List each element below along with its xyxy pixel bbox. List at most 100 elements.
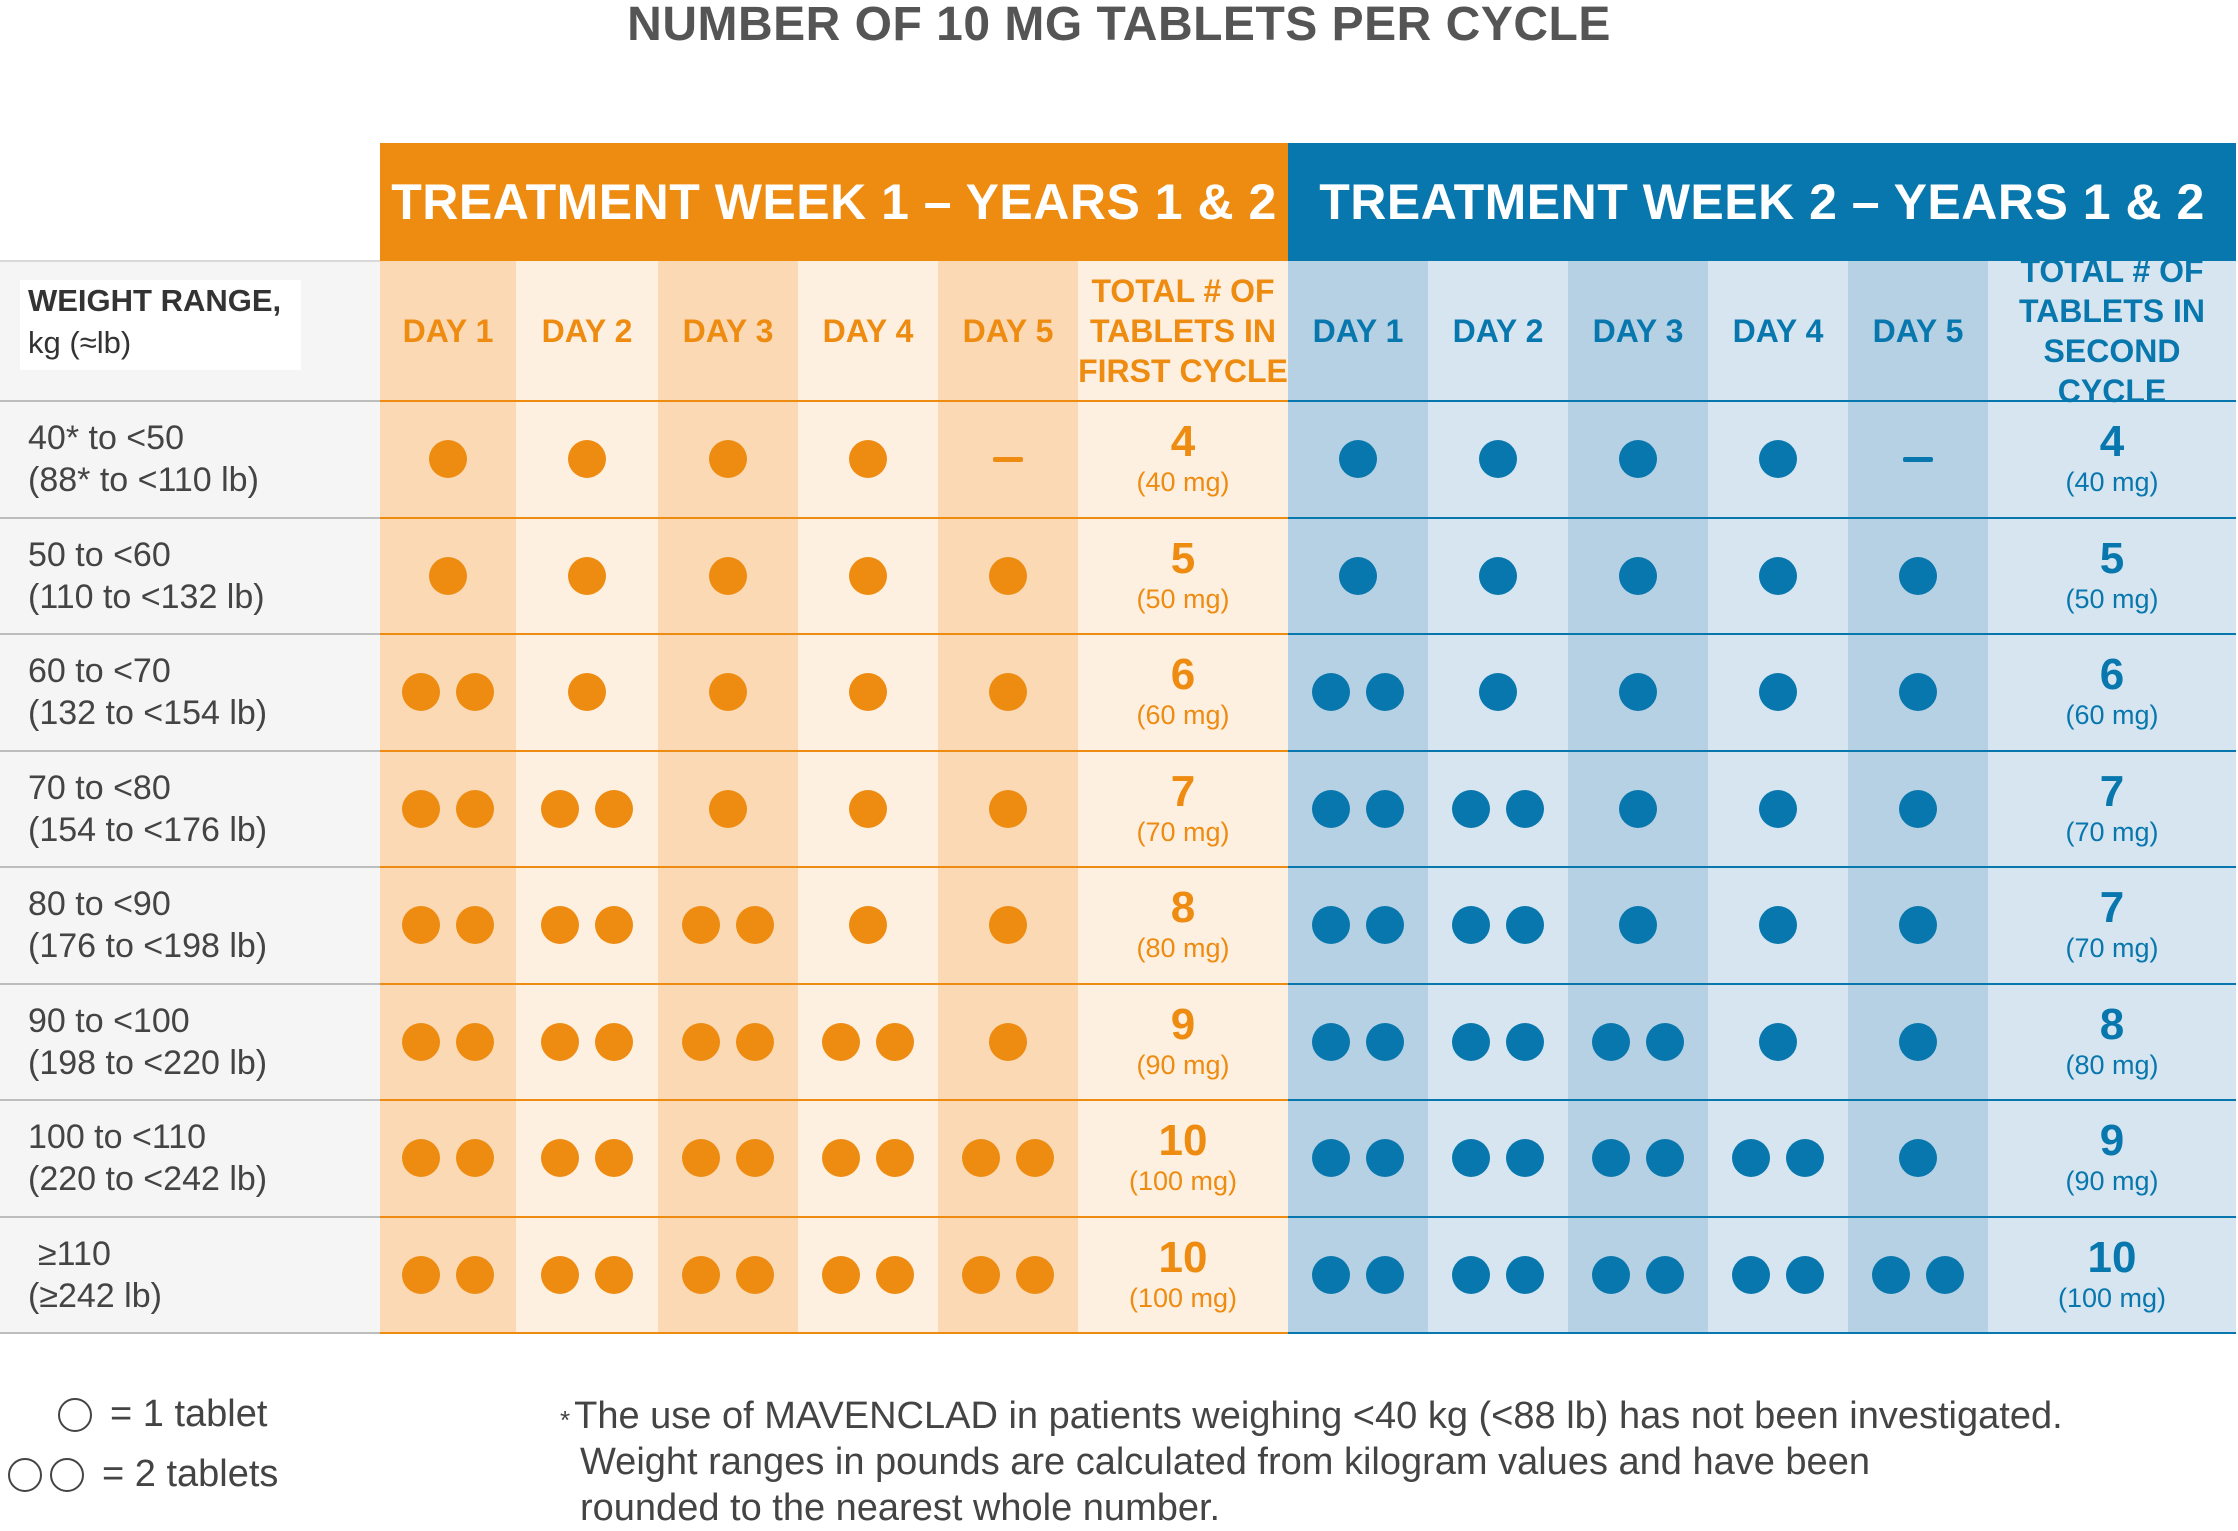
tablet-dot — [1592, 1255, 1630, 1294]
tablet-cell — [516, 518, 658, 635]
cycle-total-mg: (70 mg) — [1136, 816, 1230, 847]
total-header: TOTAL # OF TABLETS IN SECOND CYCLE — [1988, 253, 2236, 409]
cycle-total-count: 10 — [1158, 1116, 1208, 1166]
tablet-cell — [1568, 867, 1708, 984]
tablet-dot — [876, 1255, 914, 1294]
tablet-dot — [1506, 1139, 1544, 1178]
tablet-dot — [1872, 1255, 1910, 1294]
tablet-dot — [402, 789, 440, 828]
tablet-cell — [938, 518, 1078, 635]
tablet-dot — [822, 1139, 860, 1178]
tablet-cell — [380, 634, 516, 751]
tablet-dot — [1759, 440, 1797, 479]
total-header-line: TABLETS IN — [2018, 293, 2206, 329]
tablet-dot — [402, 1255, 440, 1294]
tablet-dot — [1646, 1022, 1684, 1061]
tablet-cell — [1288, 401, 1428, 518]
day-header: DAY 2 — [541, 313, 633, 349]
cycle-total-count: 4 — [1170, 417, 1196, 467]
weight-range-row-label: 90 to <100 (198 to <220 lb) — [0, 984, 380, 1101]
tablet-cell — [380, 867, 516, 984]
cycle-total-count: 8 — [2099, 999, 2125, 1049]
tablet-dot — [682, 1255, 720, 1294]
cycle-total: 5 (50 mg) — [1988, 518, 2236, 635]
tablet-dot — [736, 1139, 774, 1178]
tablet-dot — [736, 906, 774, 945]
week2-column-bg — [1988, 261, 2236, 1333]
table-top-divider — [0, 260, 380, 262]
tablet-cell — [1568, 634, 1708, 751]
header-divider — [0, 400, 380, 402]
tablet-cell — [1428, 1217, 1568, 1334]
weight-range-lb: (198 to <220 lb) — [28, 1043, 268, 1082]
tablet-dot — [1619, 673, 1657, 712]
cycle-total-count: 9 — [1170, 999, 1196, 1049]
footnote: * The use of MAVENCLAD in patients weighi… — [560, 1393, 2230, 1531]
tablet-dot — [456, 1139, 494, 1178]
day-header: DAY 5 — [962, 313, 1054, 349]
weight-range-row-label: 50 to <60 (110 to <132 lb) — [0, 518, 380, 635]
weight-range-lb: (110 to <132 lb) — [28, 577, 265, 616]
tablet-dot — [849, 789, 887, 828]
tablet-dot — [1506, 906, 1544, 945]
tablet-cell — [1428, 867, 1568, 984]
week1-column-bg — [1078, 261, 1288, 1333]
tablet-dot — [1506, 1255, 1544, 1294]
tablet-cell — [798, 1217, 938, 1334]
total-header-line: FIRST CYCLE — [1078, 353, 1288, 389]
tablet-cell — [1428, 1100, 1568, 1217]
tablet-dot — [1506, 789, 1544, 828]
tablet-dot — [456, 673, 494, 712]
tablet-dot — [1366, 1022, 1404, 1061]
tablet-cell — [516, 1100, 658, 1217]
tablet-dot — [1619, 789, 1657, 828]
tablet-cell — [1708, 867, 1848, 984]
cycle-total: 4 (40 mg) — [1078, 401, 1288, 518]
row-divider — [0, 516, 380, 519]
tablet-cell — [1568, 751, 1708, 868]
tablet-cell — [1568, 1217, 1708, 1334]
weight-range-kg: 100 to <110 — [28, 1118, 207, 1157]
tablet-cell — [658, 518, 798, 635]
tablet-dot — [1759, 673, 1797, 712]
tablet-dot — [849, 673, 887, 712]
tablet-cell — [516, 1217, 658, 1334]
total-header: TOTAL # OF TABLETS IN FIRST CYCLE — [1078, 261, 1288, 401]
tablet-dot — [541, 906, 579, 945]
tablet-dot — [429, 556, 467, 595]
cycle-total: 9 (90 mg) — [1078, 984, 1288, 1101]
tablet-cell — [1848, 751, 1988, 868]
cycle-total-count: 9 — [2099, 1116, 2125, 1166]
cycle-total-mg: (90 mg) — [2065, 1166, 2159, 1197]
tablet-cell — [1288, 1217, 1428, 1334]
tablet-dot — [1312, 1139, 1350, 1178]
cycle-total: 7 (70 mg) — [1988, 751, 2236, 868]
weight-range-lb: (88* to <110 lb) — [28, 461, 259, 500]
row-divider — [380, 1215, 1288, 1218]
tablet-cell — [1708, 401, 1848, 518]
row-divider — [0, 1215, 380, 1218]
cycle-total-mg: (70 mg) — [2065, 933, 2159, 964]
tablet-cell — [1848, 1100, 1988, 1217]
total-header-line: TOTAL # OF — [2020, 253, 2204, 289]
day-header: DAY 5 — [1872, 313, 1964, 349]
tablet-dot — [1452, 1255, 1490, 1294]
tablet-cell — [1708, 518, 1848, 635]
tablet-cell — [1568, 1100, 1708, 1217]
tablet-dot — [541, 1255, 579, 1294]
cycle-total-count: 6 — [2099, 650, 2125, 700]
weight-range-kg: 80 to <90 — [28, 885, 171, 924]
tablet-dot — [568, 556, 606, 595]
weight-range-header: WEIGHT RANGE, kg (≈lb) — [20, 280, 302, 370]
row-divider — [0, 982, 380, 985]
cycle-total: 9 (90 mg) — [1988, 1100, 2236, 1217]
tablet-dot — [682, 1022, 720, 1061]
tablet-dot — [541, 789, 579, 828]
tablet-cell — [1708, 1100, 1848, 1217]
row-divider — [1288, 866, 2236, 868]
tablet-cell — [516, 634, 658, 751]
tablet-dot — [1732, 1255, 1770, 1294]
tablet-dot — [1312, 906, 1350, 945]
tablet-dot — [1759, 1022, 1797, 1061]
weight-range-kg: ≥110 — [38, 1234, 111, 1273]
